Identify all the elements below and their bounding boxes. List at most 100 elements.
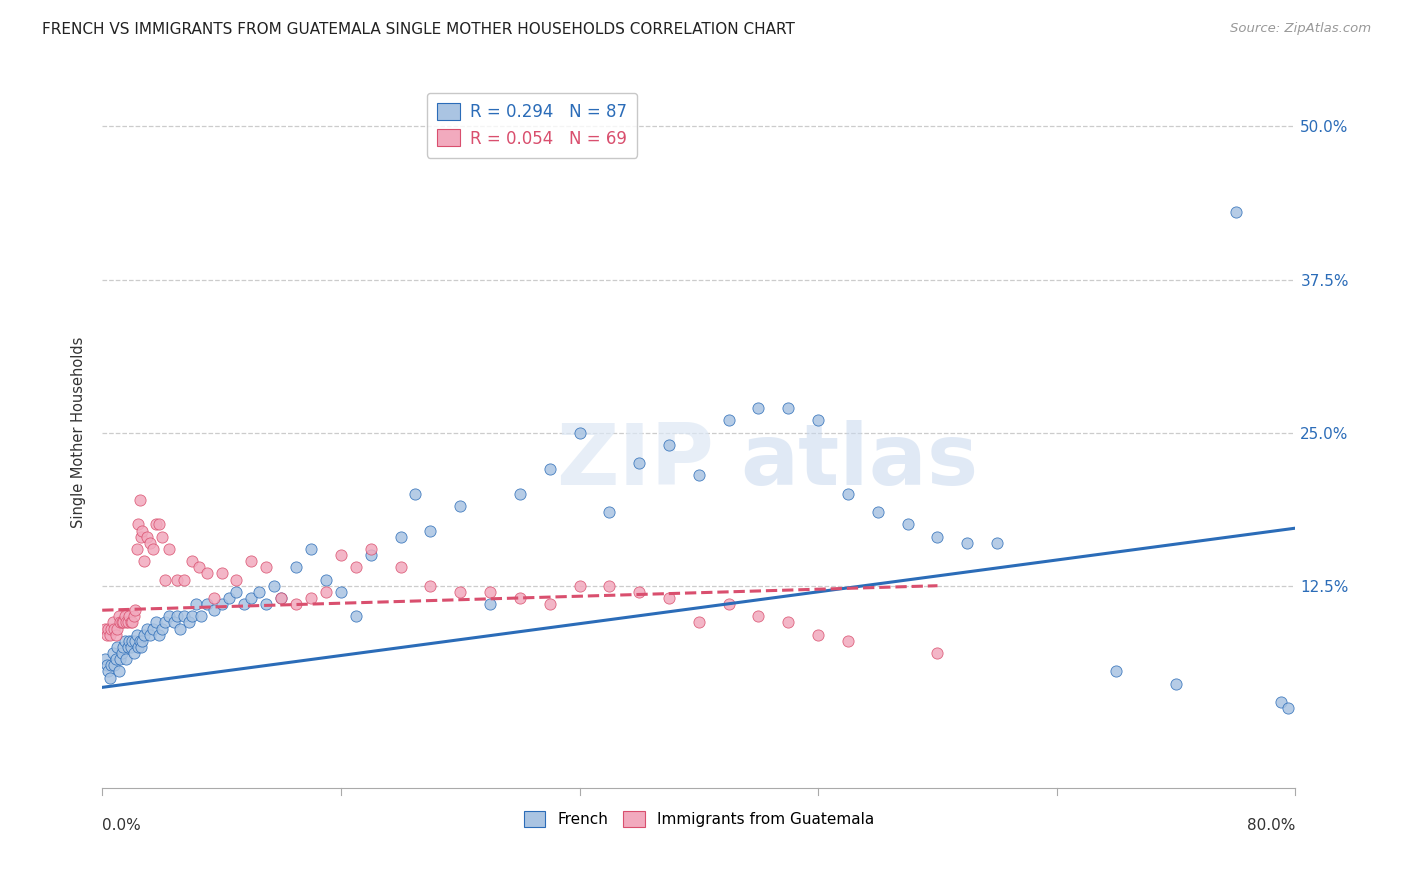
Point (115, 652, 138, 666)
Point (112, 615, 135, 630)
Point (122, 609, 145, 624)
Point (628, 584, 651, 599)
Point (598, 505, 620, 519)
Point (97, 665, 120, 679)
Point (688, 468, 710, 483)
Point (225, 573, 247, 587)
Point (118, 609, 141, 624)
Point (103, 658, 125, 673)
Point (127, 517, 149, 532)
Point (103, 622, 125, 636)
Point (153, 573, 176, 587)
Point (136, 530, 159, 544)
Point (145, 517, 167, 532)
Point (139, 628, 162, 642)
Point (101, 646, 124, 660)
Point (173, 573, 195, 587)
Point (225, 584, 247, 599)
Point (129, 530, 152, 544)
Point (329, 548, 352, 562)
Point (131, 633, 153, 648)
Point (254, 560, 277, 574)
Point (107, 665, 129, 679)
Point (132, 554, 155, 568)
Point (132, 628, 155, 642)
Point (98, 628, 121, 642)
Point (717, 597, 740, 611)
Point (94, 622, 117, 636)
Point (115, 615, 138, 630)
Point (315, 573, 337, 587)
Point (927, 646, 949, 660)
Point (299, 591, 322, 605)
Point (218, 591, 240, 605)
Legend: French, Immigrants from Guatemala: French, Immigrants from Guatemala (517, 805, 880, 833)
Point (837, 633, 859, 648)
Point (688, 615, 710, 630)
Point (114, 633, 136, 648)
Point (98, 671, 121, 685)
Point (211, 566, 233, 581)
Point (101, 615, 124, 630)
Point (96, 658, 118, 673)
Point (120, 615, 142, 630)
Point (163, 615, 186, 630)
Point (956, 536, 979, 550)
Point (240, 554, 263, 568)
Point (100, 658, 122, 673)
Point (568, 579, 591, 593)
Point (166, 573, 188, 587)
Point (419, 579, 441, 593)
Point (136, 622, 159, 636)
Point (240, 591, 263, 605)
Point (180, 609, 202, 624)
Point (360, 541, 382, 556)
Point (479, 597, 502, 611)
Point (105, 640, 128, 654)
Point (285, 560, 308, 574)
Point (747, 401, 769, 416)
Point (121, 615, 143, 630)
Point (129, 640, 152, 654)
Text: 80.0%: 80.0% (1247, 819, 1295, 833)
Point (717, 413, 740, 427)
Point (1277, 701, 1299, 715)
Point (148, 628, 170, 642)
Point (263, 579, 285, 593)
Point (125, 541, 148, 556)
Point (344, 609, 367, 624)
Point (1166, 676, 1188, 690)
Point (117, 640, 139, 654)
Point (509, 487, 531, 501)
Point (117, 615, 139, 630)
Point (1225, 205, 1247, 219)
Point (110, 615, 132, 630)
Point (148, 517, 170, 532)
Point (254, 597, 277, 611)
Y-axis label: Single Mother Households: Single Mother Households (72, 337, 86, 528)
Point (568, 425, 591, 440)
Point (150, 622, 173, 636)
Text: Source: ZipAtlas.com: Source: ZipAtlas.com (1230, 22, 1371, 36)
Point (598, 579, 620, 593)
Point (96, 628, 118, 642)
Point (658, 438, 681, 452)
Point (449, 499, 471, 513)
Point (100, 622, 122, 636)
Point (186, 597, 208, 611)
Point (124, 603, 146, 617)
Point (177, 615, 200, 630)
Point (188, 560, 211, 574)
Point (128, 633, 150, 648)
Point (190, 609, 212, 624)
Point (142, 622, 165, 636)
Point (747, 609, 769, 624)
Point (285, 597, 308, 611)
Point (509, 591, 531, 605)
Text: 0.0%: 0.0% (103, 819, 141, 833)
Point (131, 524, 153, 538)
Point (1105, 665, 1128, 679)
Point (778, 401, 800, 416)
Point (389, 560, 412, 574)
Point (94, 652, 117, 666)
